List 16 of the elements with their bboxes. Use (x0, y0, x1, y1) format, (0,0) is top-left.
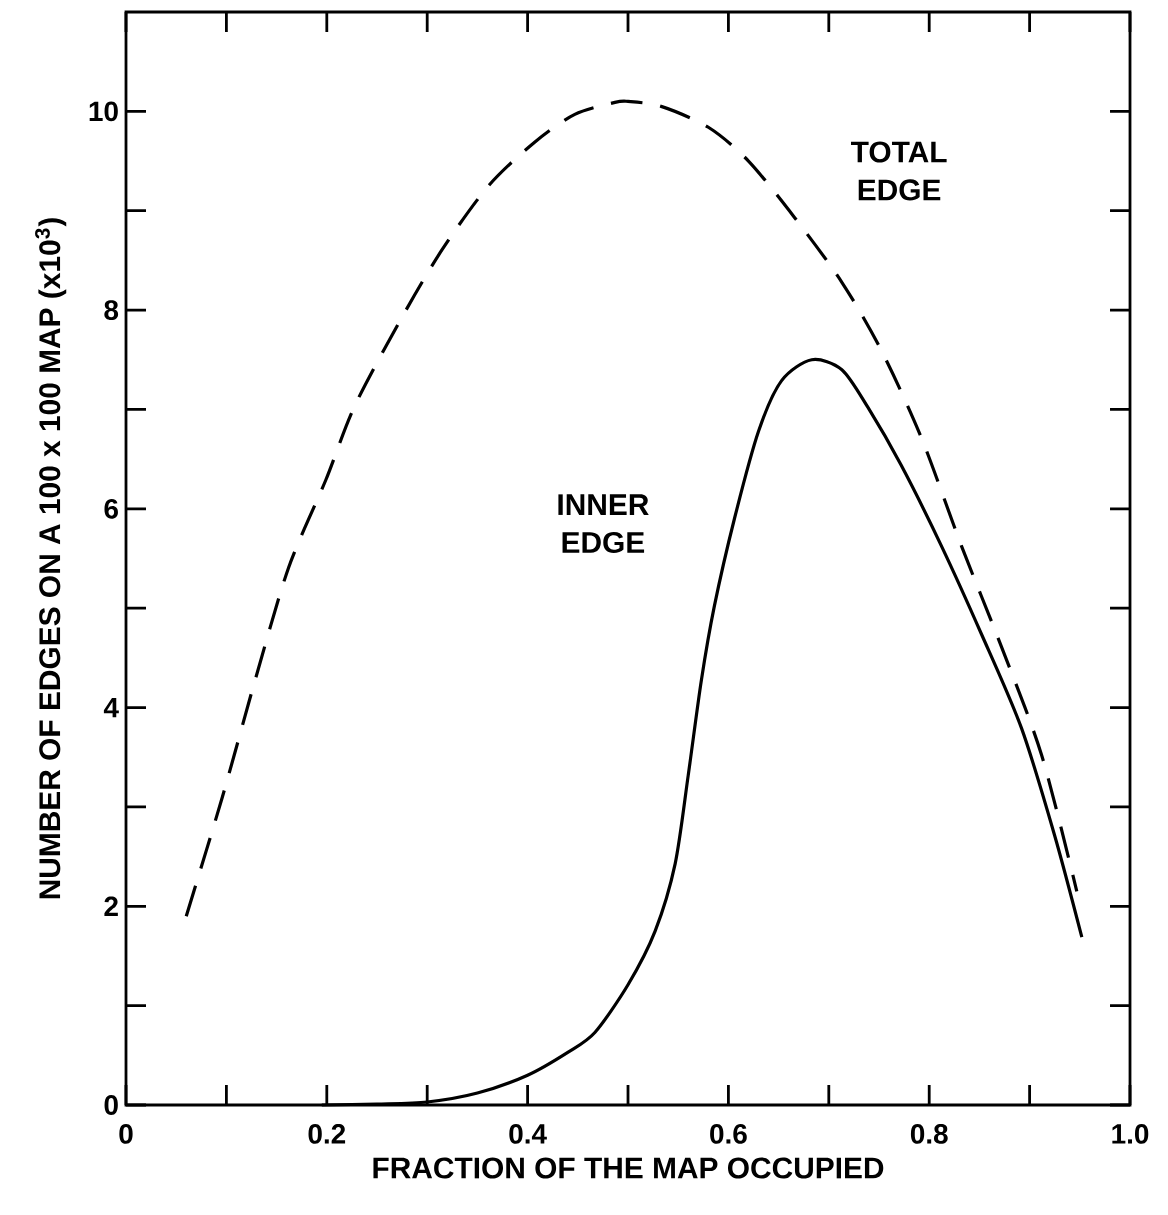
x-tick-label: 0.6 (710, 1124, 747, 1144)
x-tick-label: 0 (119, 1124, 133, 1144)
x-axis-title: FRACTION OF THE MAP OCCUPIED (373, 1157, 884, 1179)
y-tick-label: 4 (103, 697, 119, 718)
x-tick-label: 0.4 (509, 1124, 547, 1144)
y-axis-title: NUMBER OF EDGES ON A 100 x 100 MAP (x10$^{3}$) (35, 218, 67, 899)
y-tick-label: 0 (104, 1095, 118, 1115)
y-tick-label: 10 (89, 101, 118, 122)
x-tick-label: 0.8 (910, 1124, 948, 1144)
text: INNER EDGE (558, 494, 649, 554)
y-tick-label: 2 (104, 896, 118, 917)
series-label: TOTAL EDGE (851, 141, 947, 201)
y-tick-label: 8 (104, 300, 119, 320)
x-tick-label: 0.2 (308, 1124, 346, 1144)
y-tick-label: 6 (104, 498, 118, 519)
x-tick-label: 1.0 (1112, 1124, 1149, 1144)
